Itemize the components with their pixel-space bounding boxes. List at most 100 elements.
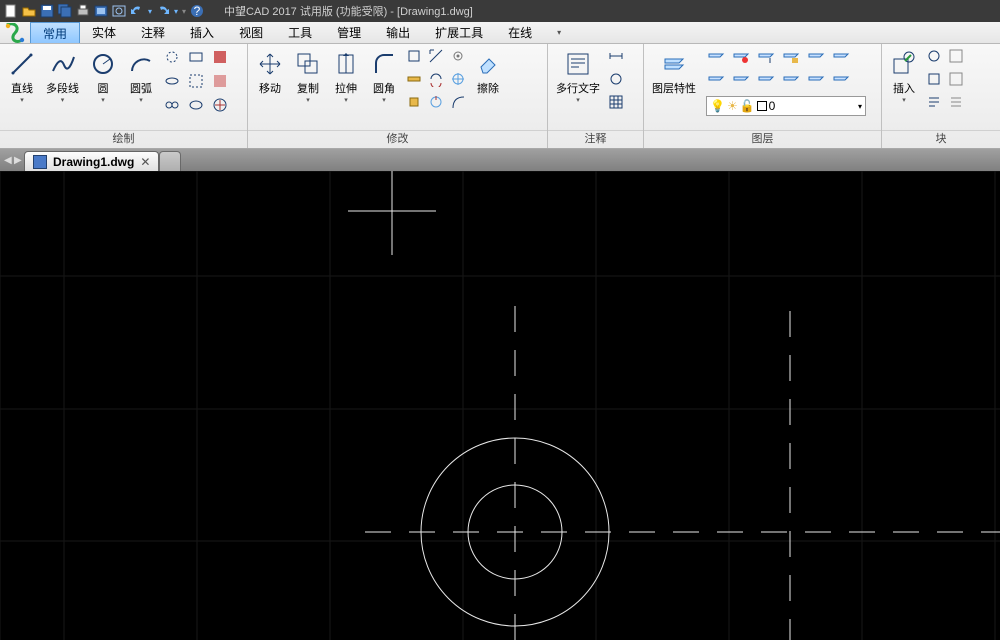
- block-col: [926, 48, 942, 113]
- panel-draw-label: 绘制: [0, 130, 247, 148]
- blk-edit-icon[interactable]: [926, 71, 942, 90]
- mirror-icon[interactable]: [406, 71, 422, 90]
- gear-icon[interactable]: [450, 48, 466, 67]
- panel-layer-label: 图层: [644, 130, 881, 148]
- gradient-icon[interactable]: [163, 96, 181, 114]
- panel-block-label: 块: [882, 130, 1000, 148]
- qat-open-icon[interactable]: [22, 4, 36, 18]
- rect-icon[interactable]: [187, 48, 205, 66]
- panel-draw: 直线▾ 多段线▾ 圆▾ 圆弧▾: [0, 44, 248, 148]
- menu-tab-4[interactable]: 视图: [227, 22, 276, 43]
- polyline-button[interactable]: 多段线▾: [44, 48, 81, 106]
- trim-icon[interactable]: [406, 94, 422, 113]
- insertblk-button[interactable]: 插入▾: [888, 48, 920, 106]
- quick-access-toolbar: ▾ ▾ ▾ ?: [4, 4, 204, 18]
- rotate-icon[interactable]: [406, 48, 422, 67]
- ltool-11-icon[interactable]: [806, 71, 826, 89]
- point-icon[interactable]: [187, 72, 205, 90]
- arc-button[interactable]: 圆弧▾: [125, 48, 157, 106]
- table-icon[interactable]: [608, 94, 624, 113]
- document-tab-label: Drawing1.dwg: [53, 155, 134, 169]
- line-icon: [8, 50, 36, 78]
- ellipse-icon[interactable]: [163, 72, 181, 90]
- qat-new-icon[interactable]: [4, 4, 18, 18]
- ltool-12-icon[interactable]: [831, 71, 851, 89]
- qat-save-icon[interactable]: [40, 4, 54, 18]
- ltool-10-icon[interactable]: [781, 71, 801, 89]
- ltool-5-icon[interactable]: [806, 48, 826, 66]
- app-logo-icon[interactable]: [0, 22, 30, 43]
- qat-more-icon[interactable]: ▾: [182, 7, 186, 16]
- leader-icon[interactable]: [608, 71, 624, 90]
- hatch-b-icon[interactable]: [211, 72, 229, 90]
- hatch-c-icon[interactable]: [211, 96, 229, 114]
- offset-icon[interactable]: [450, 71, 466, 90]
- qat-help-icon[interactable]: ?: [190, 4, 204, 18]
- panel-annotate-label: 注释: [548, 130, 643, 148]
- qat-preview-icon[interactable]: [112, 4, 126, 18]
- copy-button[interactable]: 复制▾: [292, 48, 324, 106]
- qat-saveall-icon[interactable]: [58, 4, 72, 18]
- qat-undo-drop-icon[interactable]: ▾: [148, 7, 152, 16]
- menu-tab-1[interactable]: 实体: [80, 22, 129, 43]
- menu-tab-0[interactable]: 常用: [30, 22, 80, 43]
- blk-attr-icon[interactable]: [926, 94, 942, 113]
- array-icon[interactable]: [428, 71, 444, 90]
- scale-icon[interactable]: [428, 48, 444, 67]
- tab-prev-icon[interactable]: ◀: [4, 155, 14, 166]
- mtext-button[interactable]: 多行文字▾: [554, 48, 602, 106]
- qat-print-icon[interactable]: [76, 4, 90, 18]
- move-button[interactable]: 移动: [254, 48, 286, 98]
- ribbon: 直线▾ 多段线▾ 圆▾ 圆弧▾: [0, 44, 1000, 149]
- ltool-9-icon[interactable]: [756, 71, 776, 89]
- qat-plot-icon[interactable]: [94, 4, 108, 18]
- ltool-3-icon[interactable]: [756, 48, 776, 66]
- document-tab-ghost[interactable]: [159, 151, 181, 171]
- drawing-canvas[interactable]: [0, 171, 1000, 640]
- arc-icon: [127, 50, 155, 78]
- panel-block: 插入▾ 块: [882, 44, 1000, 148]
- eraser-button[interactable]: 擦除: [472, 48, 504, 98]
- chamfer-icon[interactable]: [450, 94, 466, 113]
- blk-x3-icon[interactable]: [948, 94, 964, 113]
- line-button[interactable]: 直线▾: [6, 48, 38, 106]
- layerprop-button[interactable]: 图层特性: [650, 48, 698, 98]
- panel-modify-label: 修改: [248, 130, 547, 148]
- stretch-button[interactable]: 拉伸▾: [330, 48, 362, 106]
- ltool-7-icon[interactable]: [706, 71, 726, 89]
- fillet-button[interactable]: 圆角▾: [368, 48, 400, 106]
- blk-create-icon[interactable]: [926, 48, 942, 67]
- menu-tab-8[interactable]: 扩展工具: [423, 22, 496, 43]
- close-tab-icon[interactable]: ✕: [140, 155, 150, 169]
- extend-icon[interactable]: [428, 94, 444, 113]
- circle-button[interactable]: 圆▾: [87, 48, 119, 106]
- menu-tab-3[interactable]: 插入: [178, 22, 227, 43]
- annotate-col: [608, 48, 624, 113]
- menu-tab-6[interactable]: 管理: [325, 22, 374, 43]
- copy-icon: [294, 50, 322, 78]
- menu-tab-9[interactable]: 在线: [496, 22, 545, 43]
- menu-tab-5[interactable]: 工具: [276, 22, 325, 43]
- spline-icon[interactable]: [163, 48, 181, 66]
- tab-next-icon[interactable]: ▶: [14, 155, 24, 166]
- qat-redo-drop-icon[interactable]: ▾: [174, 7, 178, 16]
- menu-tab-2[interactable]: 注释: [129, 22, 178, 43]
- dim-icon[interactable]: [608, 48, 624, 67]
- ltool-4-icon[interactable]: [781, 48, 801, 66]
- blk-x1-icon[interactable]: [948, 48, 964, 67]
- ltool-6-icon[interactable]: [831, 48, 851, 66]
- qat-redo-icon[interactable]: [156, 4, 170, 18]
- document-tab[interactable]: Drawing1.dwg ✕: [24, 151, 159, 171]
- qat-undo-icon[interactable]: [130, 4, 144, 18]
- document-tab-strip: ◀ ▶ Drawing1.dwg ✕: [0, 149, 1000, 171]
- ltool-2-icon[interactable]: [731, 48, 751, 66]
- draw-small-grid: [163, 48, 231, 116]
- current-layer-select[interactable]: 💡 ☀ 🔓 0 ▾: [706, 96, 866, 116]
- hatch-a-icon[interactable]: [211, 48, 229, 66]
- ltool-8-icon[interactable]: [731, 71, 751, 89]
- ribbon-drop-icon[interactable]: ▾: [545, 22, 574, 43]
- region-icon[interactable]: [187, 96, 205, 114]
- blk-x2-icon[interactable]: [948, 71, 964, 90]
- ltool-1-icon[interactable]: [706, 48, 726, 66]
- menu-tab-7[interactable]: 输出: [374, 22, 423, 43]
